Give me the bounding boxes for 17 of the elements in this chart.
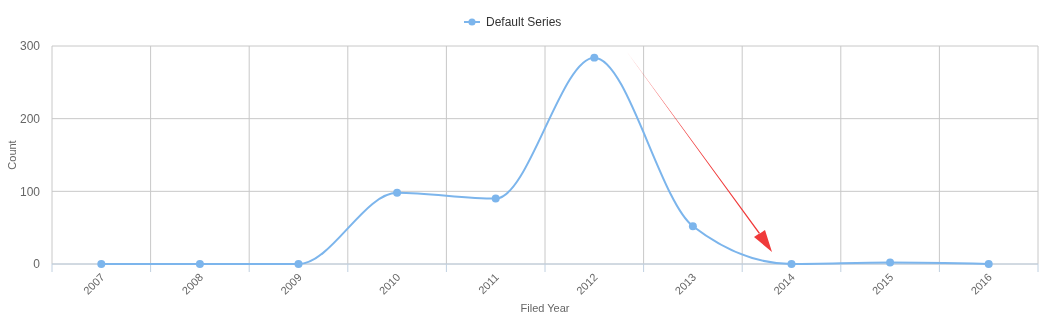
point bbox=[97, 260, 106, 268]
point bbox=[195, 260, 204, 268]
y-tick-label: 0 bbox=[33, 257, 41, 272]
point bbox=[393, 188, 402, 197]
point bbox=[294, 260, 303, 268]
y-tick-label: 100 bbox=[19, 184, 41, 199]
legend-label: Default Series bbox=[486, 15, 562, 30]
point bbox=[984, 260, 993, 268]
point bbox=[590, 53, 599, 62]
y-tick-label: 200 bbox=[19, 111, 41, 126]
point bbox=[886, 258, 895, 267]
y-tick-label: 300 bbox=[19, 39, 41, 54]
x-axis-title: Filed Year bbox=[520, 302, 570, 314]
y-axis-title: Count bbox=[5, 140, 18, 170]
point bbox=[787, 260, 796, 268]
point bbox=[491, 194, 500, 203]
point bbox=[688, 222, 697, 231]
